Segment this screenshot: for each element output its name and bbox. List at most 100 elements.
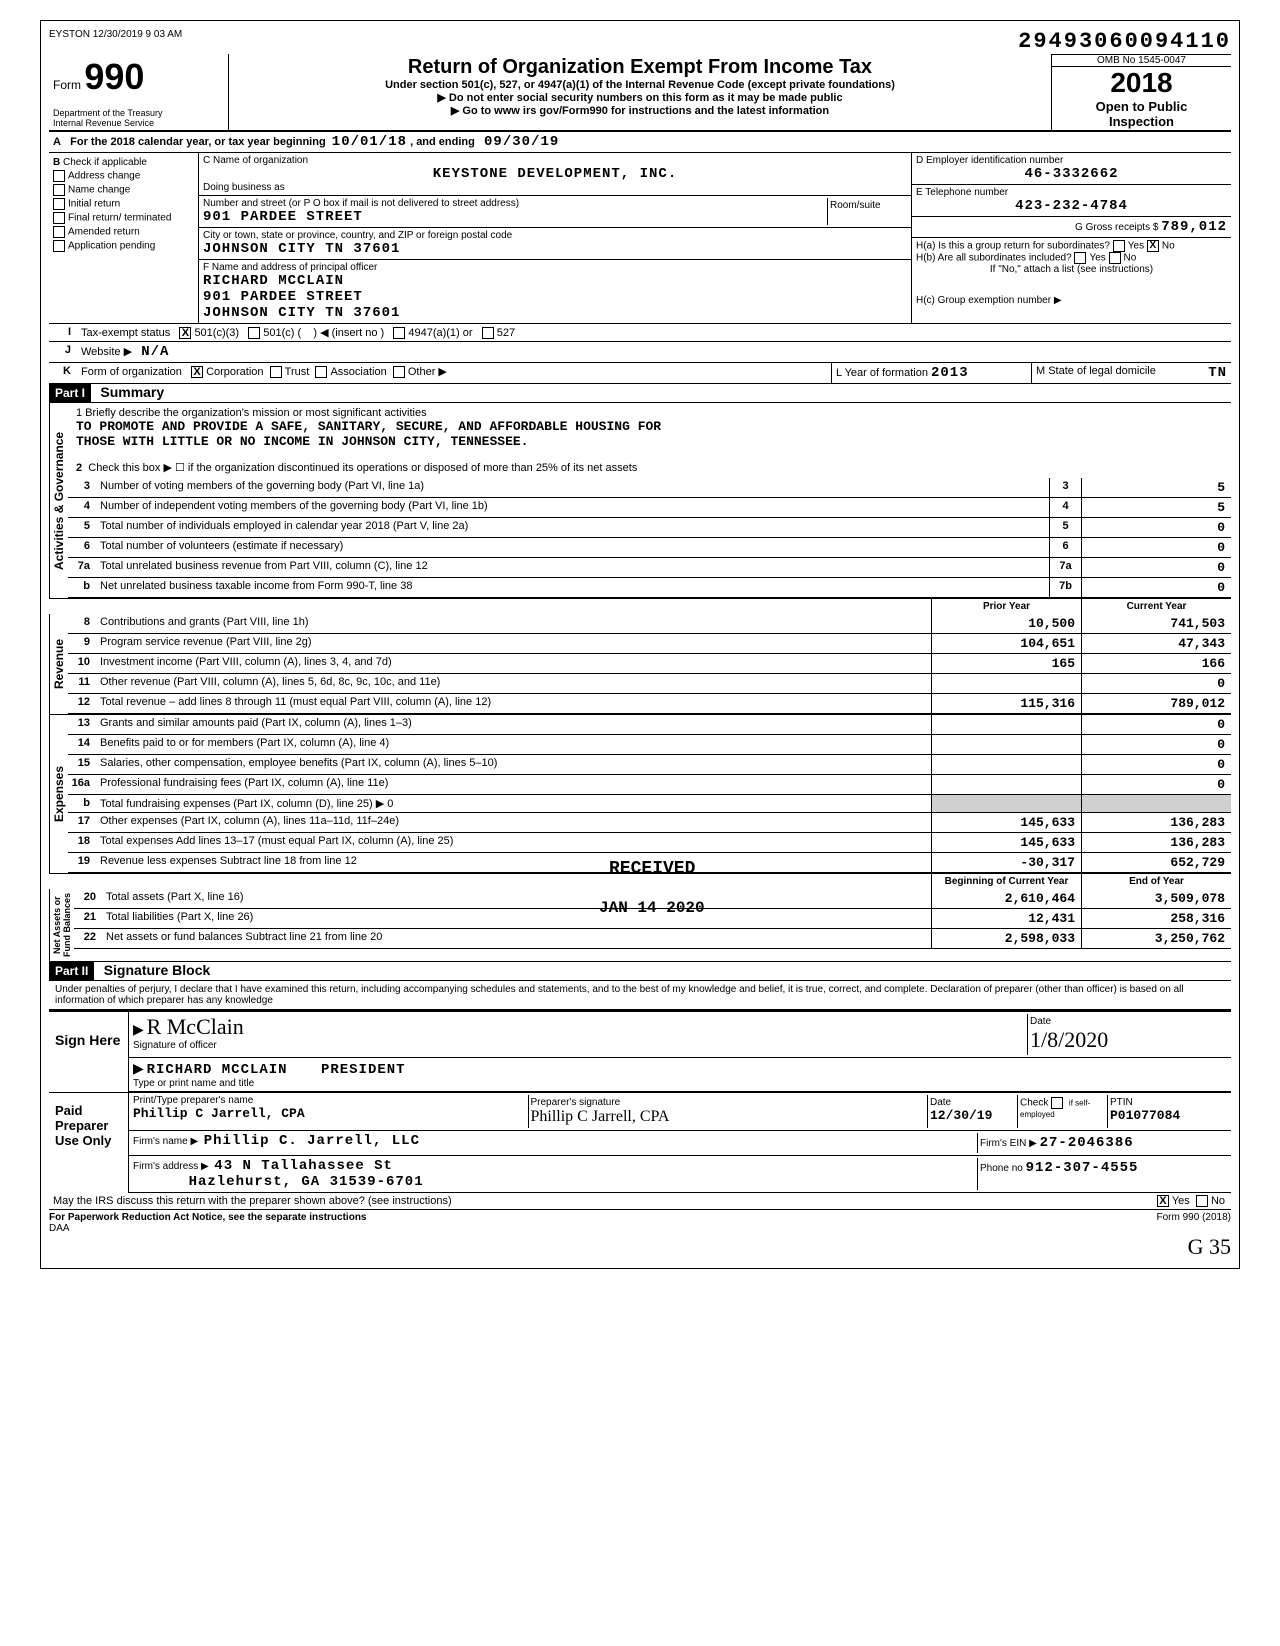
- firm-ein-label: Firm's EIN ▶: [980, 1138, 1037, 1149]
- city-label: City or town, state or province, country…: [203, 230, 907, 241]
- chk-501c3[interactable]: X: [179, 327, 191, 339]
- prior-val: [931, 715, 1081, 734]
- phone-label: E Telephone number: [916, 187, 1227, 198]
- ptin-label: PTIN: [1110, 1097, 1133, 1108]
- prior-val: 104,651: [931, 634, 1081, 653]
- hb-no[interactable]: [1109, 252, 1121, 264]
- dln: 29493060094110: [1018, 29, 1231, 54]
- chk-527[interactable]: [482, 327, 494, 339]
- ha-yes-lbl: Yes: [1128, 241, 1144, 252]
- name-label: C Name of organization: [203, 155, 907, 166]
- prior-val: [931, 775, 1081, 794]
- chk-4947[interactable]: [393, 327, 405, 339]
- line-desc: Salaries, other compensation, employee b…: [96, 755, 931, 774]
- gross-label: G Gross receipts $: [1075, 222, 1158, 233]
- line-num: 3: [68, 478, 96, 497]
- line-num: 22: [74, 929, 102, 948]
- sig-label: Signature of officer: [133, 1040, 217, 1051]
- line-num: 11: [68, 674, 96, 693]
- chk-name[interactable]: [53, 184, 65, 196]
- table-row: b Total fundraising expenses (Part IX, c…: [68, 795, 1231, 813]
- current-val: 0: [1081, 755, 1231, 774]
- year-end: 09/30/19: [484, 134, 559, 150]
- chk-pending[interactable]: [53, 240, 65, 252]
- table-row: 18 Total expenses Add lines 13–17 (must …: [68, 833, 1231, 853]
- line-val: 5: [1081, 498, 1231, 517]
- current-label: Current Year: [1081, 599, 1231, 614]
- line-desc: Total liabilities (Part X, line 26): [102, 909, 931, 928]
- prep-date: 12/30/19: [930, 1108, 992, 1123]
- discuss-yes[interactable]: X: [1157, 1195, 1169, 1207]
- line-box: 5: [1049, 518, 1081, 537]
- line-desc: Grants and similar amounts paid (Part IX…: [96, 715, 931, 734]
- current-val: 136,283: [1081, 833, 1231, 852]
- current-val: 789,012: [1081, 694, 1231, 713]
- warn1: ▶ Do not enter social security numbers o…: [237, 91, 1043, 104]
- line-desc: Total assets (Part X, line 16): [102, 889, 931, 908]
- discuss-no[interactable]: [1196, 1195, 1208, 1207]
- line-num: b: [68, 578, 96, 597]
- web-label: Website ▶: [81, 346, 132, 358]
- table-row: 12 Total revenue – add lines 8 through 1…: [68, 694, 1231, 714]
- line-num: 16a: [68, 775, 96, 794]
- lbl-amended: Amended return: [68, 227, 140, 238]
- lbl-pending: Application pending: [68, 241, 155, 252]
- table-row: 14 Benefits paid to or for members (Part…: [68, 735, 1231, 755]
- chk-501c[interactable]: [248, 327, 260, 339]
- ha-yes[interactable]: [1113, 240, 1125, 252]
- line-num: 21: [74, 909, 102, 928]
- table-row: 5 Total number of individuals employed i…: [68, 518, 1231, 538]
- l1-text1: TO PROMOTE AND PROVIDE A SAFE, SANITARY,…: [76, 419, 1223, 434]
- vlabel-exp: Expenses: [49, 715, 68, 873]
- firm-phone: 912-307-4555: [1026, 1160, 1139, 1176]
- line-desc: Total fundraising expenses (Part IX, col…: [96, 795, 931, 812]
- line-box: 7a: [1049, 558, 1081, 577]
- chk-corp[interactable]: X: [191, 366, 203, 378]
- line-desc: Investment income (Part VIII, column (A)…: [96, 654, 931, 673]
- line-desc: Revenue less expenses Subtract line 18 f…: [96, 853, 931, 872]
- officer-name: RICHARD MCCLAIN: [203, 273, 907, 289]
- handnote: G 35: [49, 1234, 1231, 1260]
- lbl-other: Other ▶: [408, 366, 447, 378]
- lbl-501c: 501(c): [263, 327, 294, 339]
- line-num: 14: [68, 735, 96, 754]
- chk-final[interactable]: [53, 212, 65, 224]
- chk-other[interactable]: [393, 366, 405, 378]
- hb-label: H(b) Are all subordinates included?: [916, 253, 1072, 264]
- prior-val: 10,500: [931, 614, 1081, 633]
- chk-assoc[interactable]: [315, 366, 327, 378]
- officer-label: F Name and address of principal officer: [203, 262, 907, 273]
- chk-amended[interactable]: [53, 226, 65, 238]
- prep-sig-label: Preparer's signature: [531, 1097, 621, 1108]
- dept1: Department of the Treasury: [53, 108, 224, 118]
- ein-label: D Employer identification number: [916, 155, 1227, 166]
- firm-addr1: 43 N Tallahassee St: [214, 1158, 393, 1174]
- tax-label: Tax-exempt status: [81, 327, 170, 339]
- table-row: 8 Contributions and grants (Part VIII, l…: [68, 614, 1231, 634]
- form-footer: Form 990 (2018): [1157, 1212, 1231, 1234]
- table-row: 11 Other revenue (Part VIII, column (A),…: [68, 674, 1231, 694]
- firm-name: Phillip C. Jarrell, LLC: [204, 1133, 420, 1149]
- prior-val: 115,316: [931, 694, 1081, 713]
- daa: DAA: [49, 1223, 70, 1234]
- chk-self[interactable]: [1051, 1097, 1063, 1109]
- firm-name-label: Firm's name ▶: [133, 1136, 198, 1147]
- lbl-final: Final return/ terminated: [68, 213, 171, 224]
- colb-label: B: [53, 157, 60, 168]
- phone: 423-232-4784: [916, 198, 1227, 214]
- hb-yes[interactable]: [1074, 252, 1086, 264]
- l-label: L Year of formation: [836, 367, 928, 379]
- current-val: 0: [1081, 674, 1231, 693]
- hb-no-lbl: No: [1124, 253, 1137, 264]
- line-desc: Other revenue (Part VIII, column (A), li…: [96, 674, 931, 693]
- line-num: 17: [68, 813, 96, 832]
- chk-trust[interactable]: [270, 366, 282, 378]
- firm-phone-label: Phone no: [980, 1163, 1023, 1174]
- ha-no[interactable]: X: [1147, 240, 1159, 252]
- chk-initial[interactable]: [53, 198, 65, 210]
- chk-address[interactable]: [53, 170, 65, 182]
- part1-title: Summary: [94, 382, 170, 402]
- room-label: Room/suite: [827, 198, 907, 225]
- ein: 46-3332662: [916, 166, 1227, 182]
- row-a-mid: , and ending: [410, 136, 475, 148]
